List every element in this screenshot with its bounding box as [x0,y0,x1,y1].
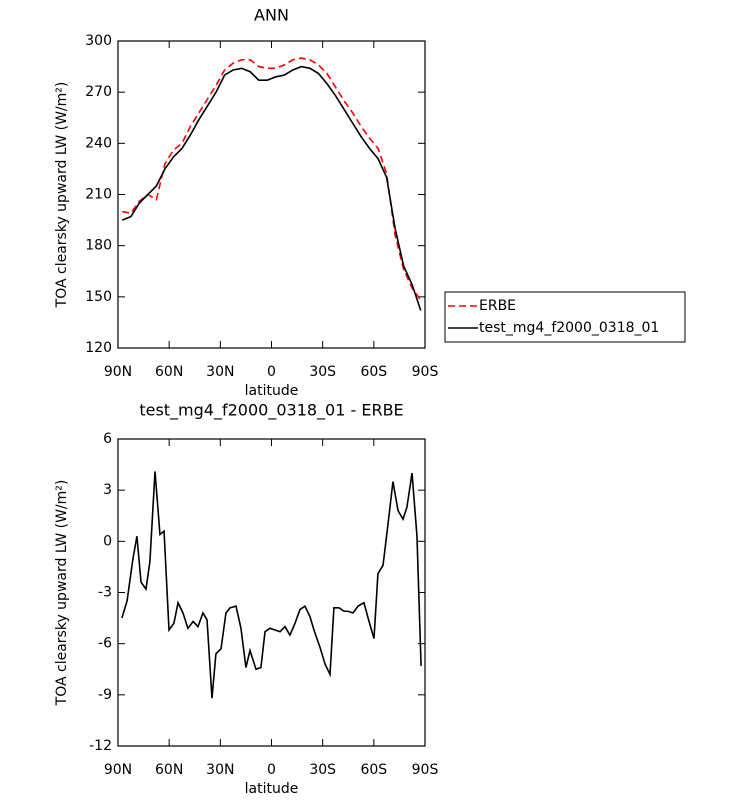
x-tick-label: 30S [309,364,336,380]
x-tick-label: 30S [309,762,336,778]
y-tick-label: 3 [103,482,112,498]
plot-frame [117,40,426,349]
x-tick-label: 60S [360,364,387,380]
x-tick-label: 60N [155,364,183,380]
x-tick-label: 90N [104,762,132,778]
plot-panel: test_mg4_f2000_0318_01 - ERBE -12 -9 -6 -3 0 3… [54,401,438,798]
x-axis-label: latitude [245,383,299,399]
y-tick-label: 150 [85,289,112,305]
x-tick-label: 0 [267,364,276,380]
legend: ERBE test_mg4_f2000_0318_01 [444,291,686,343]
legend-box [444,291,686,343]
data-line [122,57,422,301]
y-tick-label: -9 [98,687,112,703]
x-tick-label: 30N [206,762,234,778]
plot-panel: ANN 120 150 180 210 240 270 300 90N 60N 30N 0 30S 60S… [54,6,686,399]
y-tick-label: 210 [85,187,112,203]
y-tick-label: 240 [85,135,112,151]
data-line [121,65,422,311]
legend-label: ERBE [479,298,516,314]
x-tick-label: 30N [206,364,234,380]
x-tick-label: 60S [360,762,387,778]
y-tick-label: 270 [85,84,112,100]
y-tick-label: -3 [98,585,112,601]
plot-frame [117,438,426,747]
x-axis-label: latitude [245,781,299,797]
y-tick-label: 0 [103,533,112,549]
x-tick-label: 90S [412,762,439,778]
y-tick-label: 180 [85,238,112,254]
y-tick-label: 120 [85,340,112,356]
y-tick-label: 300 [85,33,112,49]
chart-title: test_mg4_f2000_0318_01 - ERBE [139,401,403,421]
y-tick-label: 6 [103,431,112,447]
data-line [121,471,422,699]
y-tick-label: -12 [89,738,112,754]
x-tick-label: 90N [104,364,132,380]
chart-title: ANN [254,6,289,25]
x-tick-label: 90S [412,364,439,380]
y-axis-label: TOA clearsky upward LW (W/m²) [54,480,70,707]
y-axis-label: TOA clearsky upward LW (W/m²) [54,82,70,309]
x-tick-label: 0 [267,762,276,778]
y-tick-label: -6 [98,636,112,652]
x-tick-label: 60N [155,762,183,778]
legend-label: test_mg4_f2000_0318_01 [479,320,659,336]
